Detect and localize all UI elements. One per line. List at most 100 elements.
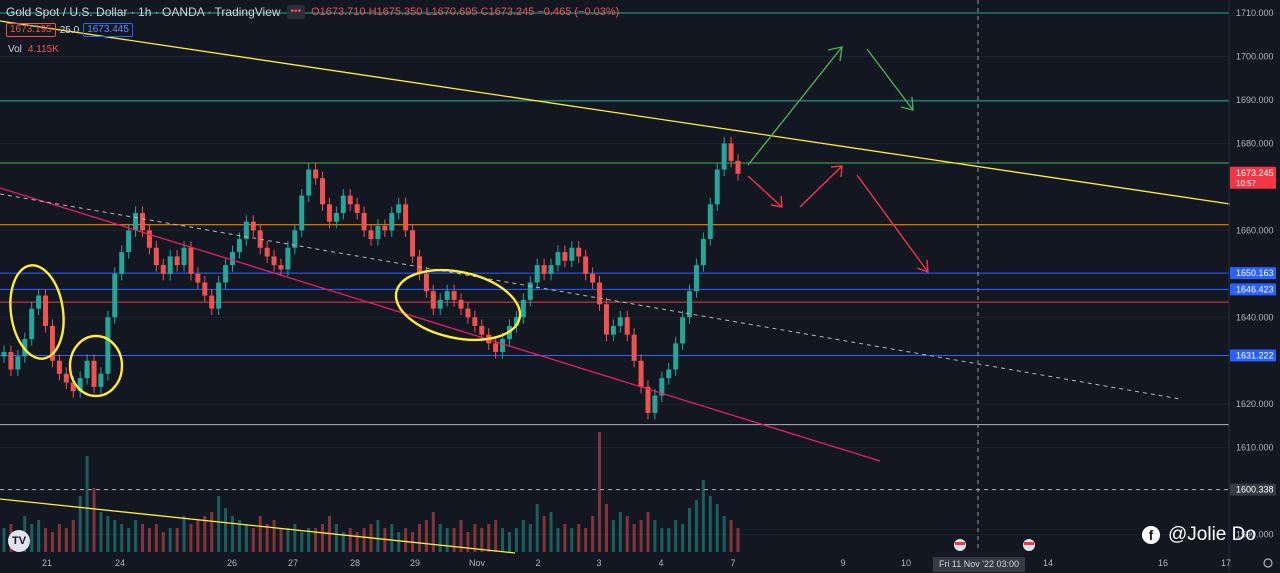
time-tick-label: 28 [350,558,360,568]
volume-bar [314,528,318,552]
tradingview-logo-icon[interactable]: TV [8,530,30,552]
candle-body [126,230,132,253]
volume-bar [2,528,6,552]
volume-bar [507,532,511,552]
candle-body [167,256,173,274]
volume-bar [64,528,68,552]
time-tick-label: 24 [115,558,125,568]
arrow-down [747,175,783,208]
settings-icon[interactable] [1263,558,1273,568]
volume-bar [71,520,75,552]
candle-body [444,291,450,300]
price-tick-label: 1590.000 [1236,530,1274,540]
volume-bar [154,524,158,552]
candle-body [285,247,291,270]
event-markers[interactable] [954,539,1035,551]
descending-trendline-pink[interactable] [0,187,881,462]
volume-bar [521,520,525,552]
price-tag[interactable] [1230,283,1276,296]
time-tick-label: Nov [469,558,486,568]
drawings[interactable] [0,20,1231,554]
volume-bar [611,520,615,552]
candle-body [659,378,665,396]
volume-bar [417,524,421,552]
volume-bar [404,528,408,552]
volume-bar [688,508,692,552]
volume-bar [286,528,290,552]
candle-body [56,360,62,374]
facebook-icon: f [1142,526,1160,544]
symbol-title[interactable]: Gold Spot / U.S. Dollar · 1h · OANDA · T… [6,5,281,19]
volume-bar [85,456,89,552]
candle-body [29,308,35,340]
candle-body [430,291,436,309]
candle-body [472,317,478,326]
candle-body [354,204,360,213]
candle-body [403,204,409,231]
volume-bar [514,528,518,552]
price-tag[interactable] [1230,349,1276,362]
time-tick-label: 2 [535,558,540,568]
price-tag[interactable] [1230,267,1276,280]
candle-body [479,325,485,335]
time-tick-label: 29 [410,558,420,568]
price-tick-label: 1610.000 [1236,443,1274,453]
horizontal-levels[interactable] [0,12,1229,491]
price-tag[interactable] [1230,483,1276,496]
highlight-circle [9,264,65,360]
candle-body [728,143,734,161]
volume-bar [681,524,685,552]
volume-bar [390,524,394,552]
volume-bar [196,520,200,552]
volume-bar [50,532,54,552]
candle-body [527,282,533,300]
candle-body [160,265,166,274]
price-tick-label: 1640.000 [1236,312,1274,322]
volume-bar [120,524,124,552]
price-tick-label: 1690.000 [1236,95,1274,105]
price-tag-label: 1631.222 [1236,350,1274,360]
price-tick-label: 1700.000 [1236,52,1274,62]
price-tag-label: 1646.423 [1236,284,1274,294]
volume-bar [618,512,622,552]
candle-body [216,282,222,309]
volume-bar [424,520,428,552]
volume-bar [258,516,262,552]
more-dots-icon[interactable]: ••• [286,5,306,19]
sell-price-button[interactable]: 1673.195 [6,23,56,37]
candle-body [313,169,319,179]
price-tag[interactable] [1230,166,1276,189]
candle-body [112,273,118,318]
volume-bar [722,516,726,552]
highlight-circle [394,268,522,342]
time-axis[interactable]: 21 24 26 27 28 29 Nov 2 3 4 7 9 10 14 16 17 Fri 11 Nov '… [42,557,1231,572]
candle-body [326,204,332,222]
price-axis[interactable]: 1710.000 1700.000 1690.000 1680.000 1660.000… [1228,0,1276,573]
volume-bar [140,524,144,552]
arrow-head [900,96,914,111]
volume-bar [217,496,221,552]
candle-body [645,386,651,413]
volume-bar [203,516,207,552]
volume-bar [452,528,456,552]
crosshair-time-label: Fri 11 Nov '22 03:00 [939,559,1019,569]
candle-body [243,221,249,240]
candle-body [91,360,97,387]
candle-body [202,282,208,296]
volume-bar [231,516,235,552]
volume-bar [570,528,574,552]
candle-body [721,143,727,170]
candle-body [153,247,159,266]
price-tag-label: 1673.245 [1236,168,1274,178]
candle-body [603,304,609,335]
candle-body [493,343,499,353]
candle-body [250,221,256,231]
volume-legend: Vol 4.115K [8,44,59,55]
volume-trendline[interactable] [0,498,516,554]
time-tick-label: 9 [840,558,845,568]
buy-price-button[interactable]: 1673.445 [83,23,133,37]
candle-body [340,195,346,213]
descending-trendline-yellow[interactable] [0,20,1231,205]
volume-bar [598,432,602,552]
